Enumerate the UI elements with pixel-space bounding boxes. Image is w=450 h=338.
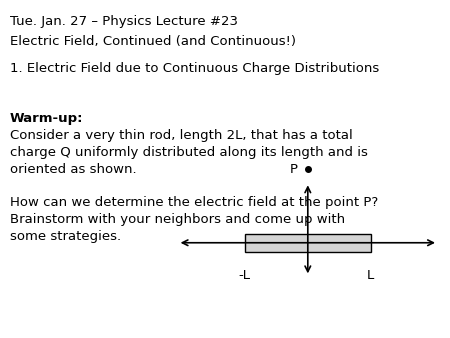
Text: Consider a very thin rod, length 2L, that has a total
charge Q uniformly distrib: Consider a very thin rod, length 2L, tha… <box>10 129 368 176</box>
Text: -L: -L <box>239 269 251 282</box>
Text: Warm-up:: Warm-up: <box>10 112 83 125</box>
Text: Electric Field, Continued (and Continuous!): Electric Field, Continued (and Continuou… <box>10 35 296 48</box>
Text: 1. Electric Field due to Continuous Charge Distributions: 1. Electric Field due to Continuous Char… <box>10 62 379 75</box>
Text: L: L <box>367 269 374 282</box>
Text: Tue. Jan. 27 – Physics Lecture #23: Tue. Jan. 27 – Physics Lecture #23 <box>10 15 238 28</box>
Text: P: P <box>289 163 297 175</box>
Bar <box>245 234 371 252</box>
Text: How can we determine the electric field at the point P?
Brainstorm with your nei: How can we determine the electric field … <box>10 196 378 243</box>
